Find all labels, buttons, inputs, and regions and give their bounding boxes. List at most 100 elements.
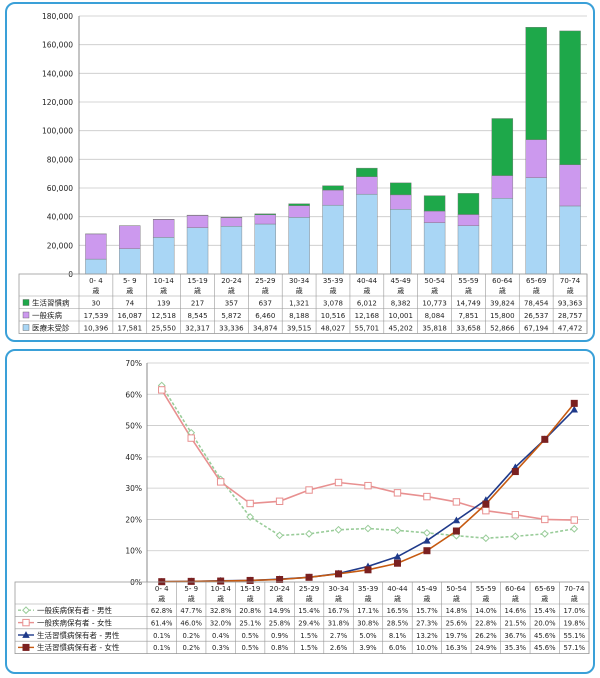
bar-segment [458,226,479,274]
category-label-unit: 歳 [228,286,235,295]
table-value: 3.9% [359,644,377,652]
data-point [365,567,371,573]
category-label: 30-34 [328,585,349,593]
data-point [306,487,312,493]
category-label-unit: 歳 [431,286,438,295]
table-value: 25,550 [151,325,176,333]
data-point [571,526,577,532]
table-value: 14.9% [269,607,291,615]
bar-segment [221,217,242,218]
category-label-unit: 歳 [512,594,519,603]
table-value: 20.0% [534,619,556,627]
line-chart-panel: 0% 10% 20% 30% 40% 50% 60% 70% 0- 4 歳 5- 9 歳 10-14 歳 1… [5,349,595,674]
table-value: 35.3% [505,644,527,652]
table-value: 45,202 [388,325,413,333]
category-label: 5- 9 [184,585,198,593]
bar-segment [187,228,208,274]
category-label: 25-29 [255,277,275,285]
stacked-bar-panel: 0 20,000 40,000 60,000 80,000 100,000 120,000 1… [5,2,595,342]
category-label-unit: 歳 [296,286,303,295]
category-label: 70-74 [560,277,581,285]
table-value: 2.7% [330,632,348,640]
table-value: 139 [157,300,170,308]
category-label-unit: 歳 [158,594,165,603]
table-value: 17,581 [118,325,143,333]
bar-segment [492,118,513,175]
table-value: 36.7% [505,632,527,640]
table-value: 62.8% [151,607,173,615]
y-tick-label: 40,000 [47,213,73,222]
category-label: 45-49 [391,277,411,285]
category-label: 5- 9 [123,277,137,285]
legend-swatch [23,325,29,331]
bar-segment [390,195,411,209]
table-value: 12,168 [355,312,380,320]
table-value: 48,027 [321,325,346,333]
legend-label: 医療未受診 [32,323,70,333]
data-point [23,644,29,650]
table-value: 24.9% [475,644,497,652]
data-point [424,548,430,554]
category-label-unit: 歳 [499,286,506,295]
table-value: 45.6% [534,644,556,652]
legend-label: 生活習慣病 [32,298,70,308]
data-point [512,512,518,518]
y-tick-label: 160,000 [42,41,73,50]
y-tick-label: 50% [125,422,142,431]
table-value: 15,800 [490,312,515,320]
bar-segment [153,237,174,274]
table-value: 14,749 [456,300,481,308]
table-value: 16.7% [328,607,350,615]
table-value: 39,515 [287,325,312,333]
bar-segment [356,194,377,274]
data-point [542,436,548,442]
table-value: 0.2% [183,632,201,640]
table-value: 35,818 [422,325,447,333]
category-label: 45-49 [417,585,437,593]
table-value: 14.0% [475,607,497,615]
category-label-unit: 歳 [363,286,370,295]
bar-segment [289,204,310,206]
table-value: 61.4% [151,619,173,627]
table-value: 10,396 [84,325,109,333]
table-value: 8.1% [389,632,407,640]
table-value: 33,336 [219,325,244,333]
data-point [453,499,459,505]
category-label: 15-19 [240,585,260,593]
table-value: 25.6% [446,619,468,627]
category-label-unit: 歳 [194,286,201,295]
data-point [188,435,194,441]
category-label: 0- 4 [89,277,103,285]
table-value: 16.5% [387,607,409,615]
bar-segment [85,259,106,274]
data-point [571,517,577,523]
legend-label: 生活習慣病保有者 - 男性 [37,630,120,640]
table-value: 0.3% [212,644,230,652]
table-value: 8,382 [391,300,411,308]
category-label-unit: 歳 [330,286,337,295]
y-tick-label: 0 [68,270,73,279]
data-point [424,493,430,499]
category-label: 25-29 [299,585,319,593]
bar-segment [560,31,581,165]
table-value: 0.2% [183,644,201,652]
category-label: 55-59 [458,277,478,285]
table-value: 25.1% [239,619,261,627]
bar-segment [560,165,581,206]
bar-segment [424,196,445,211]
category-label: 30-34 [289,277,310,285]
table-value: 28.5% [387,619,409,627]
table-value: 25.8% [269,619,291,627]
data-point [365,482,371,488]
table-value: 637 [259,300,272,308]
category-label-unit: 歳 [217,594,224,603]
category-label: 20-24 [221,277,242,285]
table-value: 19.8% [563,619,585,627]
y-tick-label: 30% [125,484,142,493]
data-point [335,571,341,577]
table-value: 74 [125,300,134,308]
table-value: 22.8% [475,619,497,627]
legend-label: 一般疾病 [32,310,62,320]
bar-segment [153,219,174,237]
y-tick-label: 140,000 [42,69,73,78]
